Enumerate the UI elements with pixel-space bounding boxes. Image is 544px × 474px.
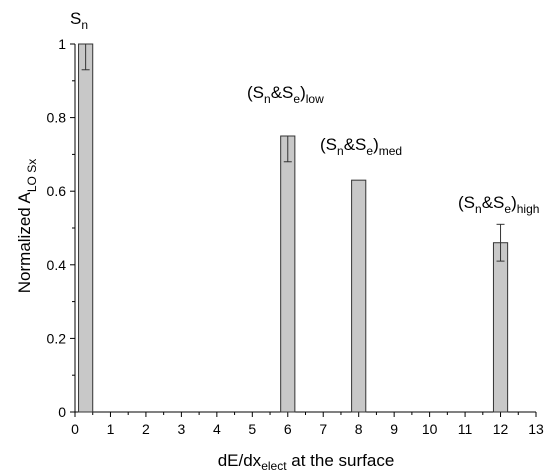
x-axis-label: dE/dxelect at the surface [218, 451, 395, 473]
bar-annotation: (Sn&Se)low [247, 83, 324, 106]
y-tick-label: 0.2 [47, 330, 67, 346]
x-axis-label-main: dE/dx [218, 451, 262, 470]
y-tick-label: 0 [58, 404, 66, 420]
x-tick-label: 12 [493, 421, 509, 437]
y-axis-label-main: Normalized A [15, 191, 34, 293]
x-tick-label: 13 [528, 421, 544, 437]
x-tick-label: 7 [319, 421, 327, 437]
bar [492, 242, 509, 413]
bar-annotation: Sn [70, 9, 88, 32]
y-tick-label: 0.6 [47, 183, 67, 199]
bar-annotation: (Sn&Se)med [320, 135, 402, 158]
plot-area: 00.20.40.60.810 1 2 3 4 5 6 7 8 9 10 11 12 13Sn(Sn&Se… [47, 9, 544, 437]
x-tick-label: 2 [142, 421, 150, 437]
y-tick-label: 0.4 [47, 257, 67, 273]
x-axis-label-sub: elect [261, 459, 287, 473]
y-axis-label: Normalized ALO Sx [15, 159, 39, 293]
y-tick-label: 1 [58, 36, 66, 52]
x-tick-label: 4 [213, 421, 221, 437]
x-tick-label: 1 [107, 421, 115, 437]
bar [351, 179, 367, 413]
y-tick-label: 0.8 [47, 110, 67, 126]
bar [280, 135, 296, 413]
x-tick-label: 9 [390, 421, 398, 437]
bar-annotation: (Sn&Se)high [458, 193, 539, 216]
bar [78, 43, 94, 413]
y-axis-label-sub: LO Sx [25, 159, 39, 192]
x-tick-label: 10 [422, 421, 438, 437]
x-tick-label: 11 [458, 421, 473, 437]
x-tick-label: 5 [248, 421, 256, 437]
x-tick-label: 8 [355, 421, 363, 437]
x-tick-label: 0 [71, 421, 79, 437]
x-tick-label: 3 [177, 421, 185, 437]
x-tick-label: 6 [284, 421, 292, 437]
x-axis-label-rest: at the surface [287, 451, 395, 470]
